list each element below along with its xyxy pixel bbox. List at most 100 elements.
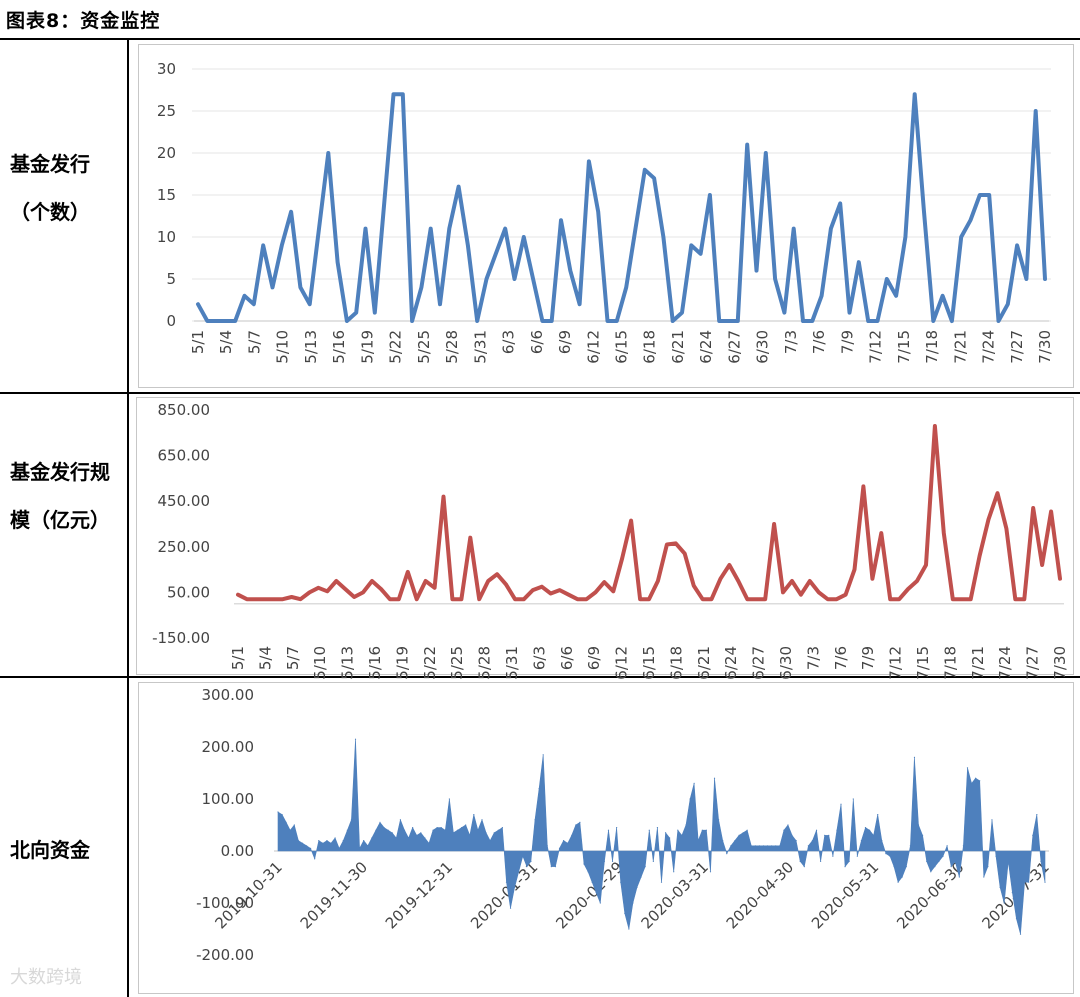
- fund-count-data-point: [615, 319, 619, 323]
- northbound-data-point: [350, 819, 353, 821]
- fund-size-x-tick-label: 5/22: [421, 646, 439, 680]
- fund-size-data-point: [486, 579, 490, 583]
- fund-count-x-tick-label: 6/15: [613, 330, 631, 364]
- fund-size-data-point: [495, 572, 499, 576]
- northbound-data-point: [473, 814, 475, 816]
- fund-size-data-point: [468, 536, 472, 540]
- fund-size-data-point: [272, 597, 276, 601]
- northbound-data-point: [962, 845, 965, 847]
- fund-size-data-point: [1013, 597, 1017, 601]
- fund-count-x-tick-label: 6/24: [697, 330, 715, 364]
- fund-count-data-point: [913, 92, 917, 96]
- fund-size-x-tick-label: 6/21: [695, 646, 713, 680]
- fund-count-x-tick-label: 6/30: [754, 330, 772, 364]
- northbound-data-point: [950, 866, 952, 868]
- fund-count-x-tick-label: 7/6: [810, 330, 828, 354]
- fund-count-data-point: [624, 285, 628, 289]
- fund-count-data-point: [289, 210, 293, 214]
- northbound-data-point: [481, 819, 483, 821]
- fund-count-data-point: [354, 311, 358, 315]
- fund-size-x-tick-label: 5/7: [284, 646, 302, 670]
- fund-size-data-point: [576, 597, 580, 601]
- fund-size-x-tick-label: 6/12: [613, 646, 631, 680]
- northbound-data-point: [644, 866, 646, 868]
- northbound-data-point: [685, 824, 687, 826]
- northbound-data-point: [640, 876, 642, 878]
- northbound-data-point: [424, 837, 426, 839]
- fund-size-data-point: [236, 593, 240, 597]
- fund-size-data-point: [477, 597, 481, 601]
- northbound-data-point: [815, 829, 818, 831]
- northbound-data-point: [310, 847, 312, 850]
- northbound-data-point: [554, 866, 557, 868]
- fund-size-data-point: [781, 590, 785, 594]
- northbound-data-point: [726, 853, 728, 855]
- northbound-x-tick-label: 2020-03-31: [638, 858, 712, 932]
- northbound-data-point: [946, 845, 948, 847]
- northbound-data-point: [991, 819, 993, 821]
- fund-count-x-tick-label: 5/1: [189, 330, 207, 354]
- fund-size-x-tick-label: 7/6: [832, 646, 850, 670]
- fund-count-data-point: [866, 319, 870, 323]
- fund-size-x-tick-label: 5/13: [339, 646, 357, 680]
- fund-count-data-point: [838, 201, 842, 205]
- fund-count-data-point: [475, 319, 479, 323]
- northbound-data-point: [877, 814, 879, 816]
- fund-count-x-tick-label: 5/16: [330, 330, 348, 364]
- fund-count-data-point: [429, 227, 433, 231]
- fund-size-x-tick-label: 6/6: [558, 646, 576, 670]
- northbound-data-point: [958, 876, 960, 878]
- fund-count-x-tick-label: 5/19: [358, 330, 376, 364]
- northbound-data-point: [607, 829, 610, 831]
- northbound-data-point: [766, 845, 769, 847]
- fund-size-chart: -150.00 50.00 250.00 450.00 650.00 850.00 5/1 5…: [152, 401, 1069, 680]
- fund-size-chart-panel: [136, 397, 1074, 675]
- fund-count-x-tick-label: 5/31: [471, 330, 489, 364]
- northbound-data-point: [954, 860, 956, 863]
- northbound-data-point: [669, 837, 671, 839]
- fund-size-data-point: [531, 588, 535, 592]
- northbound-data-point: [505, 881, 508, 883]
- fund-count-x-tick-label: 7/24: [980, 330, 998, 364]
- northbound-data-point: [1028, 881, 1030, 883]
- fund-count-data-point: [410, 319, 414, 323]
- northbound-data-point: [469, 834, 471, 837]
- fund-size-data-point: [754, 597, 758, 601]
- fund-count-x-tick-label: 7/30: [1036, 330, 1054, 364]
- fund-count-data-point: [401, 92, 405, 96]
- fund-count-data-point: [1015, 243, 1019, 247]
- northbound-data-point: [530, 860, 532, 863]
- fund-count-data-point: [317, 227, 321, 231]
- northbound-x-tick-label: 2020-04-30: [723, 858, 797, 932]
- northbound-data-point: [444, 829, 446, 831]
- fund-size-data-point: [897, 597, 901, 601]
- row-divider-1: [0, 392, 1080, 394]
- fund-count-data-point: [196, 302, 200, 306]
- fund-count-data-point: [522, 235, 526, 239]
- fund-count-data-point: [717, 319, 721, 323]
- northbound-data-point: [905, 866, 907, 868]
- fund-count-x-tick-label: 7/12: [867, 330, 885, 364]
- fund-size-x-tick-label: 5/10: [311, 646, 329, 680]
- fund-count-data-point: [969, 218, 973, 222]
- fund-count-data-point: [587, 159, 591, 163]
- northbound-data-point: [844, 866, 846, 868]
- fund-count-x-tick-label: 7/18: [923, 330, 941, 364]
- northbound-data-point: [322, 842, 324, 844]
- northbound-data-point: [811, 840, 814, 842]
- northbound-data-point: [579, 821, 581, 824]
- fund-size-data-point: [352, 595, 356, 599]
- northbound-data-point: [1007, 860, 1009, 863]
- fund-size-data-point: [870, 577, 874, 581]
- fund-size-data-point: [951, 597, 955, 601]
- fund-count-data-point: [708, 193, 712, 197]
- fund-size-x-tick-label: 5/1: [229, 646, 247, 670]
- fund-count-data-point: [391, 92, 395, 96]
- fund-size-data-point: [978, 554, 982, 558]
- fund-size-data-point: [960, 597, 964, 601]
- northbound-data-point: [836, 829, 838, 831]
- fund-size-x-tick-label: 7/27: [1024, 646, 1042, 680]
- northbound-y-tick-label: 0.00: [221, 842, 254, 860]
- fund-size-data-point: [513, 597, 517, 601]
